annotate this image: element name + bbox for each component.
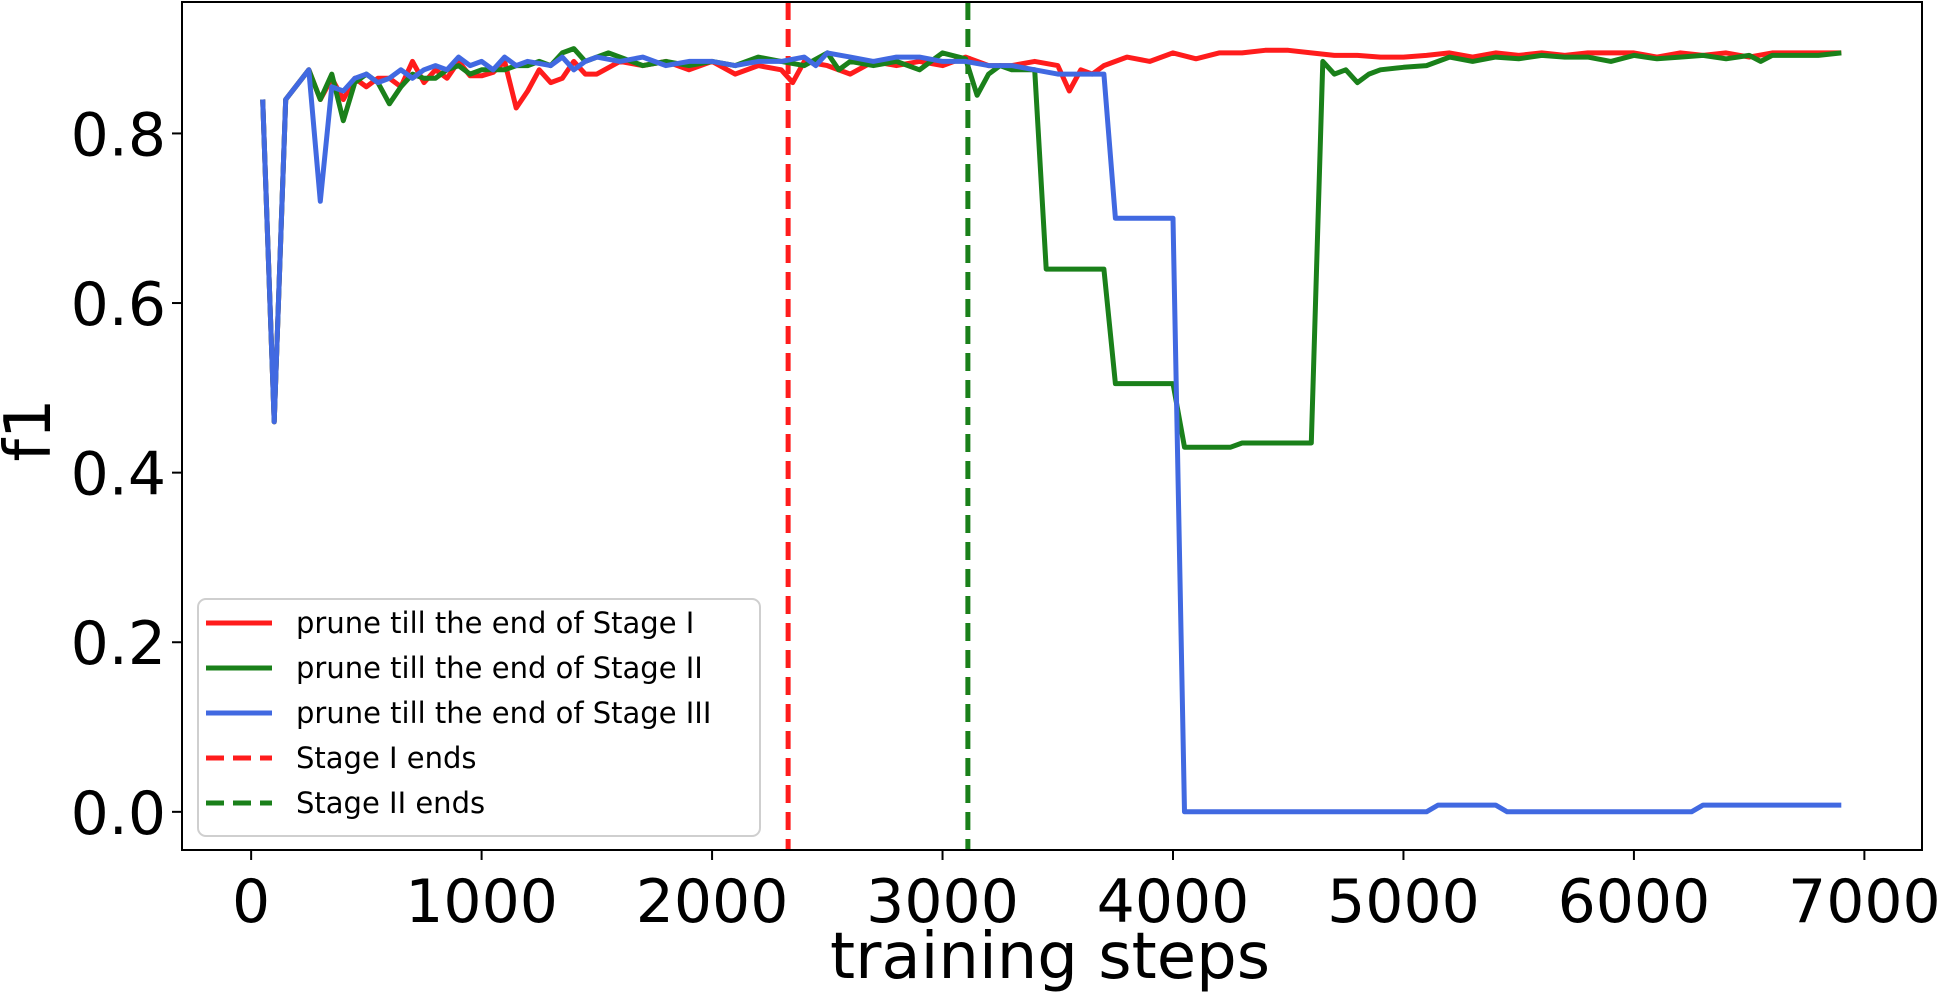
y-tick-label: 0.0 <box>71 779 166 849</box>
plot-frame <box>181 1 1923 851</box>
series-lines <box>260 46 1842 815</box>
legend: prune till the end of Stage I prune till … <box>197 598 761 837</box>
x-tick-label: 2000 <box>636 867 789 937</box>
series-line-2 <box>260 50 1842 815</box>
series-line-1 <box>260 46 1842 450</box>
y-axis-label: f1 <box>0 398 66 461</box>
legend-label: Stage I ends <box>296 741 477 775</box>
legend-label: Stage II ends <box>296 786 485 820</box>
stage-markers <box>785 2 971 850</box>
x-tick-label: 0 <box>232 867 270 937</box>
y-axis: 0.0 0.2 0.4 0.6 0.8 <box>71 100 182 849</box>
legend-label: prune till the end of Stage III <box>296 696 711 730</box>
y-tick-label: 0.2 <box>71 609 166 679</box>
x-tick-label: 1000 <box>405 867 558 937</box>
x-tick-label: 3000 <box>866 867 1019 937</box>
x-axis-label: training steps <box>830 920 1270 994</box>
x-tick-label: 6000 <box>1558 867 1711 937</box>
legend-label: prune till the end of Stage II <box>296 651 703 685</box>
x-axis: 0 1000 2000 3000 4000 5000 6000 7000 <box>232 850 1941 937</box>
legend-label: prune till the end of Stage I <box>296 606 694 640</box>
y-tick-label: 0.6 <box>71 270 166 340</box>
legend-box <box>197 598 761 837</box>
x-tick-label: 5000 <box>1327 867 1480 937</box>
y-tick-label: 0.8 <box>71 100 166 170</box>
x-tick-label: 7000 <box>1788 867 1941 937</box>
x-tick-label: 4000 <box>1097 867 1250 937</box>
y-tick-label: 0.4 <box>71 440 166 510</box>
